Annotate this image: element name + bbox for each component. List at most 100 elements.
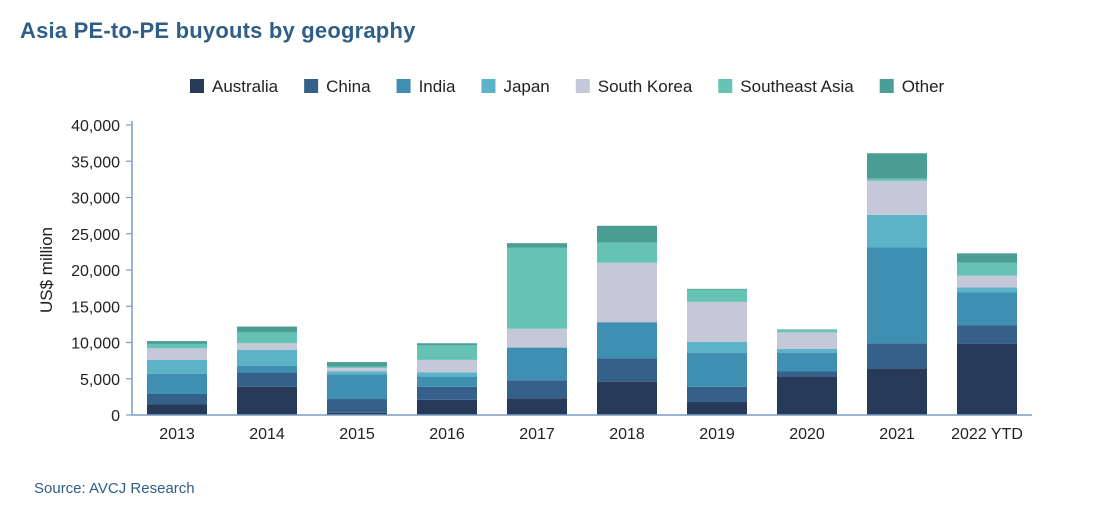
bar-segment-south-korea-2018 [597,262,657,323]
bar-segment-australia-2018 [597,381,657,415]
bar-segment-australia-2020 [777,376,837,415]
bar-segment-japan-2014 [237,349,297,366]
bar-segment-australia-2016 [417,399,477,415]
y-tick-label: 30,000 [71,191,120,208]
y-tick-label: 25,000 [71,227,120,244]
bar-segment-china-2013 [147,393,207,405]
bar-segment-southeast-asia-2018 [597,242,657,263]
bar-segment-india-2013 [147,373,207,394]
bar-segment-china-2018 [597,358,657,382]
y-tick-label: 40,000 [71,118,120,135]
legend-label-south-korea: South Korea [598,77,693,96]
bar-segment-china-2016 [417,386,477,400]
bar-segment-china-2022-ytd [957,325,1017,344]
x-tick-label: 2018 [609,426,645,443]
bar-stack-2020 [777,329,837,415]
bar-segment-india-2018 [597,322,657,359]
bar-segment-south-korea-2017 [507,328,567,348]
bar-segment-southeast-asia-2015 [327,366,387,368]
x-tick-label: 2020 [789,426,825,443]
bar-segment-india-2020 [777,352,837,372]
bar-segment-australia-2017 [507,398,567,415]
bar-segment-other-2020 [777,329,837,331]
bar-segment-other-2013 [147,341,207,344]
legend-label-other: Other [902,77,945,96]
bar-segment-south-korea-2019 [687,301,747,342]
bar-segment-southeast-asia-2016 [417,345,477,360]
bar-segment-india-2014 [237,365,297,373]
bar-segment-japan-2019 [687,341,747,353]
bar-segment-other-2018 [597,225,657,243]
legend-swatch-southeast-asia [718,79,733,93]
bar-segment-south-korea-2022-ytd [957,275,1017,288]
source-note: Source: AVCJ Research [34,480,195,497]
x-tick-label: 2021 [879,426,915,443]
x-tick-label: 2016 [429,426,465,443]
legend-swatch-other [879,79,894,93]
bar-segment-other-2019 [687,288,747,290]
x-tick-label: 2017 [519,426,555,443]
bar-stack-2018 [597,225,657,415]
legend-swatch-australia [190,79,204,93]
bar-segment-india-2017 [507,347,567,381]
bar-stack-2021 [867,153,927,415]
bar-segment-japan-2016 [417,372,477,377]
bar-segment-india-2022-ytd [957,292,1017,326]
bar-segment-australia-2014 [237,386,297,415]
bar-segment-japan-2021 [867,214,927,248]
legend-swatch-south-korea [575,79,590,93]
y-tick-label: 20,000 [71,263,120,280]
bar-stack-2014 [237,326,297,415]
x-tick-label: 2019 [699,426,735,443]
bar-segment-australia-2021 [867,368,927,415]
legend-swatch-india [396,79,411,93]
y-tick-label: 10,000 [71,336,120,353]
chart-title: Asia PE-to-PE buyouts by geography [20,18,416,43]
bar-segment-southeast-asia-2021 [867,178,927,181]
bar-segment-china-2014 [237,372,297,387]
y-tick-label: 35,000 [71,154,120,171]
bar-segment-southeast-asia-2020 [777,330,837,333]
bar-segment-china-2020 [777,371,837,377]
x-tick-label: 2022 YTD [951,426,1023,443]
bar-segment-india-2019 [687,352,747,387]
bar-segment-southeast-asia-2014 [237,332,297,344]
bar-segment-southeast-asia-2013 [147,343,207,349]
bar-segment-china-2019 [687,386,747,402]
bar-segment-australia-2015 [327,412,387,415]
bar-segment-australia-2022-ytd [957,343,1017,415]
bar-segment-japan-2013 [147,359,207,374]
bar-segment-south-korea-2016 [417,359,477,373]
bar-segment-other-2016 [417,343,477,346]
bar-segment-south-korea-2014 [237,343,297,350]
x-tick-label: 2014 [249,426,285,443]
bar-stack-2022-ytd [957,253,1017,415]
bar-segment-japan-2022-ytd [957,287,1017,293]
legend-swatch-china [304,79,319,93]
bar-segment-southeast-asia-2017 [507,247,567,329]
bar-segment-southeast-asia-2019 [687,289,747,302]
x-axis: 2013 2014 2015 2016 2017 2018 2019 2020 2021 2022… [132,414,1032,443]
y-axis-label: US$ million [37,227,56,313]
x-tick-label: 2013 [159,426,195,443]
bar-stack-2016 [417,343,477,415]
bar-segment-other-2015 [327,362,387,367]
x-tick-label: 2015 [339,426,375,443]
legend-swatch-japan [481,79,496,93]
bar-stack-2019 [687,288,747,415]
bar-segment-other-2014 [237,326,297,333]
bar-segment-japan-2020 [777,349,837,353]
bar-segment-australia-2019 [687,401,747,415]
bar-segment-south-korea-2015 [327,367,387,372]
bar-stack-2015 [327,362,387,415]
legend-label-india: India [419,77,456,96]
bar-segment-china-2021 [867,343,927,369]
legend-label-china: China [326,77,371,96]
y-axis: 0 5,000 10,000 15,000 20,000 25,000 30,000 35,0… [37,118,133,425]
bar-segment-india-2015 [327,374,387,400]
bars [147,153,1017,415]
bar-segment-china-2015 [327,399,387,413]
bar-segment-other-2022-ytd [957,253,1017,263]
bar-segment-china-2017 [507,380,567,399]
